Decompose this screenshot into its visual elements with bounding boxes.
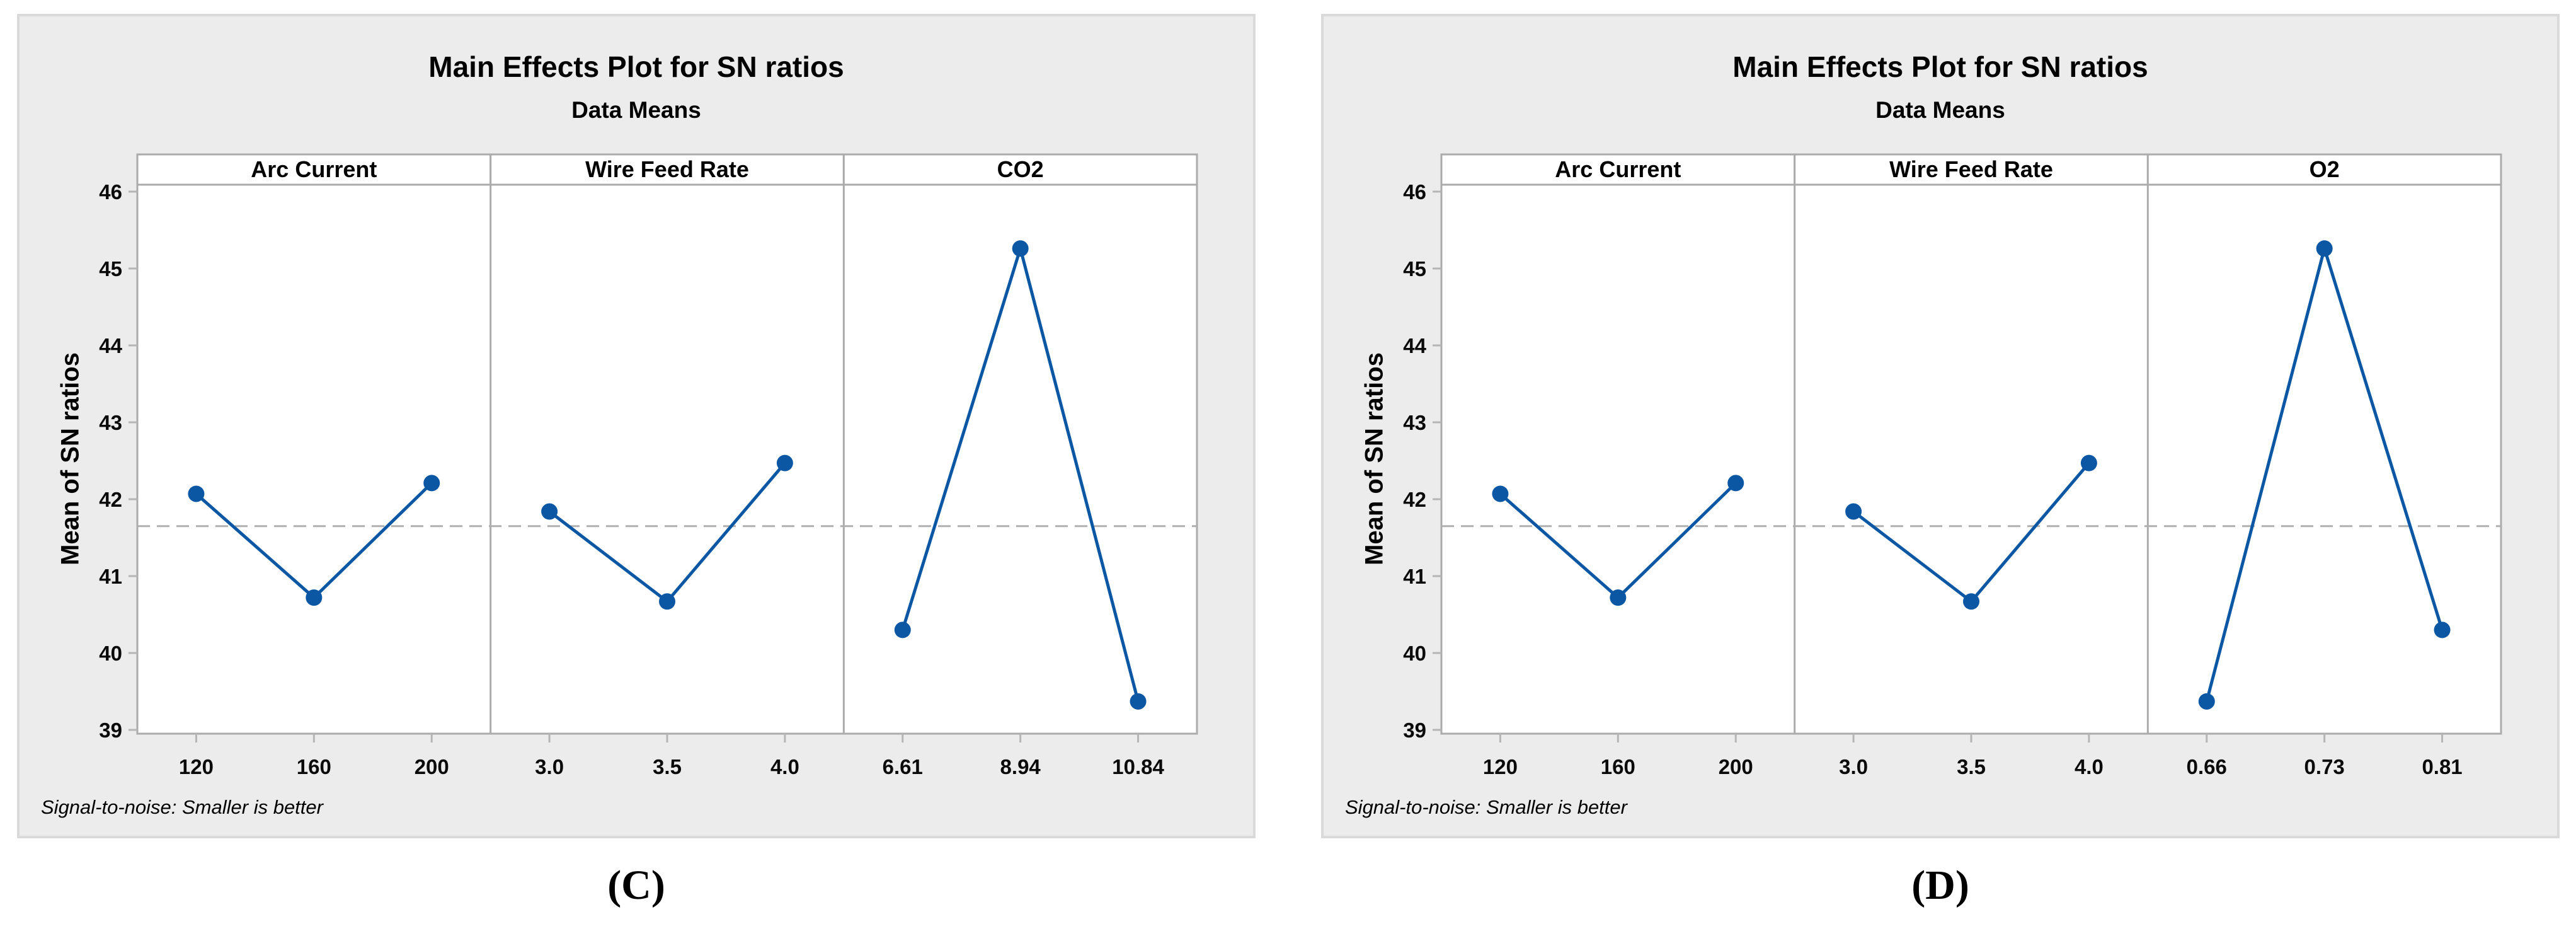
x-tick-label: 3.0: [1839, 755, 1868, 778]
x-tick-label: 160: [1601, 755, 1635, 778]
subfigure-label-d: (D): [1911, 862, 1969, 908]
data-point-marker: [659, 593, 675, 610]
data-point-marker: [1845, 503, 1862, 520]
x-tick-label: 4.0: [2075, 755, 2104, 778]
x-tick-label: 0.81: [2422, 755, 2462, 778]
chart-subtitle: Data Means: [571, 97, 701, 123]
x-tick-label: 200: [415, 755, 449, 778]
y-tick-label: 41: [99, 565, 122, 588]
data-point-marker: [1610, 589, 1627, 606]
data-point-marker: [1012, 240, 1029, 257]
data-point-marker: [2434, 621, 2451, 638]
y-tick-label: 40: [1403, 642, 1426, 665]
y-tick-label: 43: [1403, 411, 1426, 434]
main-effects-chart-c: Arc Current Wire Feed Rate CO2 46 45 44 43 42 41…: [99, 153, 1198, 778]
subfigure-c: Main Effects Plot for SN ratios Data Mea…: [17, 14, 1256, 934]
data-point-marker: [894, 621, 911, 638]
y-tick-label: 39: [1403, 719, 1426, 742]
x-tick-label: 8.94: [1000, 755, 1041, 778]
y-tick-label: 45: [1403, 257, 1426, 280]
data-point-marker: [423, 475, 440, 492]
factor-header-label: Arc Current: [251, 156, 377, 182]
y-tick-label: 39: [99, 719, 122, 742]
x-tick-label: 4.0: [770, 755, 799, 778]
x-tick-label: 3.0: [535, 755, 564, 778]
x-tick-label: 0.66: [2187, 755, 2227, 778]
signal-to-noise-footnote: Signal-to-noise: Smaller is better: [41, 796, 323, 818]
y-tick-label: 40: [99, 642, 122, 665]
factor-header-box: [842, 153, 1198, 186]
data-point-marker: [188, 485, 205, 502]
y-tick-label: 44: [99, 334, 122, 357]
y-tick-label: 44: [1403, 334, 1426, 357]
factor-header-label: Arc Current: [1555, 156, 1681, 182]
y-tick-label: 46: [99, 180, 122, 204]
x-tick-label: 200: [1719, 755, 1753, 778]
y-tick-label: 46: [1403, 180, 1426, 204]
main-effects-plot-panel-d: Main Effects Plot for SN ratios Data Mea…: [1321, 14, 2560, 838]
data-point-marker: [306, 589, 323, 606]
data-point-marker: [1963, 593, 1979, 610]
y-tick-label: 42: [1403, 488, 1426, 511]
x-tick-label: 0.73: [2304, 755, 2345, 778]
factor-header-box: [1440, 153, 1796, 186]
factor-header-box: [2146, 153, 2502, 186]
chart-title: Main Effects Plot for SN ratios: [1732, 50, 2148, 83]
data-point-marker: [1130, 693, 1147, 710]
y-tick-label: 43: [99, 411, 122, 434]
x-tick-label: 10.84: [1112, 755, 1164, 778]
plot-area: [136, 183, 1198, 735]
x-tick-label: 160: [297, 755, 331, 778]
x-tick-label: 120: [179, 755, 214, 778]
main-effects-chart-d: Arc Current Wire Feed Rate O2 46 45 44 43 42 41 4…: [1403, 153, 2502, 778]
data-point-marker: [2198, 693, 2215, 710]
subfigure-d: Main Effects Plot for SN ratios Data Mea…: [1321, 14, 2560, 934]
data-point-marker: [2316, 240, 2333, 257]
factor-header-label: CO2: [997, 156, 1044, 182]
y-tick-label: 42: [99, 488, 122, 511]
plot-area: [1440, 183, 2502, 735]
factor-header-label: Wire Feed Rate: [1889, 156, 2053, 182]
data-point-marker: [2080, 454, 2097, 471]
main-effects-plot-panel-c: Main Effects Plot for SN ratios Data Mea…: [17, 14, 1256, 838]
x-tick-label: 6.61: [883, 755, 923, 778]
data-point-marker: [1492, 485, 1509, 502]
x-tick-label: 3.5: [1957, 755, 1986, 778]
subfigure-label-c: (C): [607, 862, 665, 908]
factor-header-label: Wire Feed Rate: [585, 156, 749, 182]
data-point-marker: [1727, 475, 1744, 492]
factor-header-box: [136, 153, 492, 186]
data-point-marker: [776, 454, 793, 471]
chart-subtitle: Data Means: [1875, 97, 2005, 123]
chart-title: Main Effects Plot for SN ratios: [428, 50, 844, 83]
signal-to-noise-footnote: Signal-to-noise: Smaller is better: [1345, 796, 1627, 818]
y-tick-label: 45: [99, 257, 122, 280]
x-tick-label: 120: [1483, 755, 1518, 778]
x-tick-label: 3.5: [653, 755, 682, 778]
factor-header-box: [1794, 153, 2149, 186]
y-tick-label: 41: [1403, 565, 1426, 588]
factor-header-label: O2: [2310, 156, 2340, 182]
data-point-marker: [541, 503, 558, 520]
